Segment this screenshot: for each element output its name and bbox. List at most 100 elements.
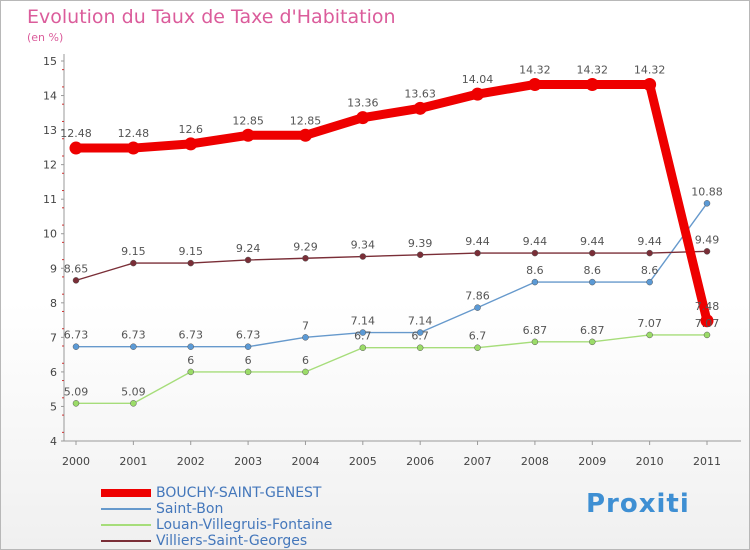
data-label: 7.86 [465,290,490,303]
data-label: 14.32 [634,63,666,76]
y-tick-label: 5 [50,400,57,413]
data-label: 6.87 [580,324,605,337]
data-label: 7.07 [695,317,720,330]
x-tick-label: 2004 [291,455,319,468]
data-point [72,343,80,350]
series-saint-bon [72,200,711,350]
data-label: 12.48 [60,127,92,140]
x-tick-label: 2006 [406,455,434,468]
legend-swatch [101,508,151,510]
data-label: 9.44 [580,235,605,248]
data-label: 14.32 [519,63,551,76]
data-label: 7.07 [637,317,662,330]
data-point [187,343,194,350]
x-tick-label: 2000 [62,455,90,468]
y-tick-label: 10 [43,228,57,241]
data-point [416,344,424,351]
data-point [416,329,424,336]
y-tick-label: 14 [43,90,57,103]
legend-label: Villiers-Saint-Georges [156,533,308,549]
data-point [471,87,485,101]
data-label: 6.7 [411,330,429,343]
data-point [130,343,137,350]
data-label: 13.63 [404,87,436,100]
x-tick-label: 2009 [578,455,606,468]
data-point [474,344,481,351]
legend-swatch [101,540,151,542]
data-point [126,141,140,155]
data-label: 6.73 [64,329,89,342]
data-point [130,259,137,267]
legend-label: BOUCHY-SAINT-GENEST [156,485,322,501]
series-villiers-saint-georges [72,248,711,284]
data-point [531,249,539,257]
data-point [359,344,367,351]
data-label: 9.44 [465,235,490,248]
x-tick-label: 2008 [521,455,549,468]
x-tick-label: 2002 [177,455,205,468]
data-point [703,248,711,255]
data-label: 9.15 [121,245,146,258]
data-point [474,304,481,311]
data-point [356,111,370,125]
data-label: 8.6 [584,264,602,277]
brand-logo: Proxiti [586,489,690,519]
data-label: 7.14 [408,315,433,328]
y-tick-label: 13 [43,124,57,137]
data-label: 12.85 [290,114,322,127]
data-label: 12.85 [232,114,264,127]
data-point [646,249,653,257]
data-label: 9.44 [523,235,548,248]
data-label: 5.09 [121,385,146,398]
data-point [72,277,80,284]
data-point [244,368,252,376]
data-point [241,128,255,142]
data-point [646,278,653,286]
series-louan-villegruis-fontaine [72,331,711,407]
data-point [474,249,481,257]
x-tick-label: 2010 [636,455,664,468]
data-label: 9.49 [695,233,720,246]
legend-swatch [101,524,151,526]
y-tick-label: 4 [50,435,57,448]
data-label: 14.04 [462,73,494,86]
data-label: 9.15 [178,245,203,258]
y-tick-label: 15 [43,55,57,68]
series-bouchy-saint-genest [69,77,714,328]
y-tick-label: 6 [50,366,57,379]
data-label: 12.6 [178,123,203,136]
data-point [130,400,137,407]
x-tick-label: 2001 [119,455,147,468]
data-label: 10.88 [691,185,723,198]
data-point [703,200,711,207]
data-label: 6.87 [523,324,548,337]
data-point [184,137,198,151]
data-point [413,101,427,115]
data-point [589,249,596,257]
y-tick-label: 11 [43,193,57,206]
data-label: 9.24 [236,242,261,255]
brand-text: Proxiti [586,489,690,519]
data-label: 8.6 [526,264,544,277]
data-point [302,368,309,376]
data-label: 14.32 [577,63,609,76]
data-label: 6.73 [236,329,261,342]
x-tick-label: 2011 [693,455,721,468]
data-label: 6.7 [354,330,372,343]
data-label: 6 [245,354,252,367]
y-tick-label: 7 [50,331,57,344]
data-label: 5.09 [64,385,89,398]
data-label: 8.65 [64,262,89,275]
data-point [700,314,714,328]
value-labels: 12.48 12.48 12.6 12.85 12.85 13.36 13.63 14.04 1… [60,63,723,398]
data-label: 12.48 [118,127,150,140]
data-point [298,128,312,142]
chart-subtitle: (en %) [27,31,64,44]
legend-label: Saint-Bon [156,501,224,517]
series-line [76,202,708,348]
data-point [244,256,252,264]
data-point [359,253,367,260]
data-label: 9.29 [293,240,318,253]
